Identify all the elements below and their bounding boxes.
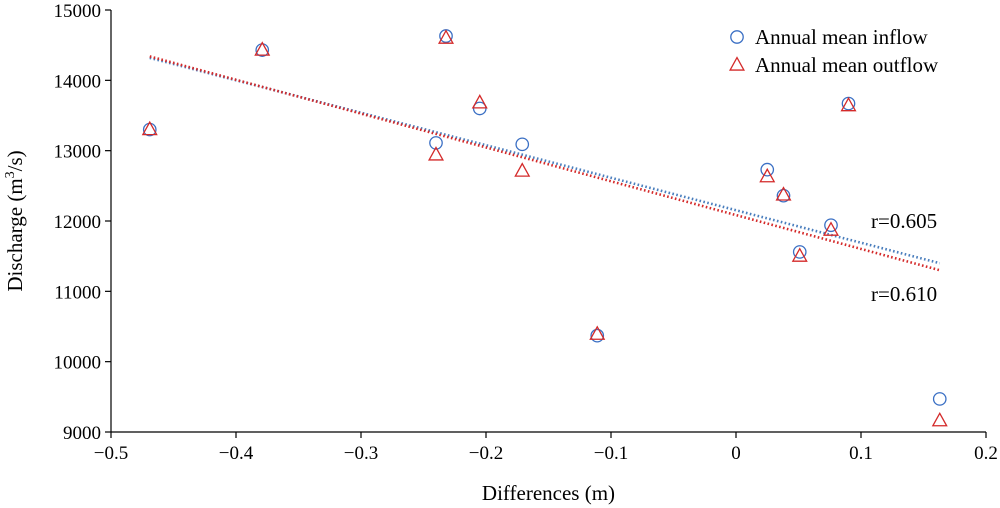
trend-line-outflow	[149, 55, 941, 272]
tick-marks: −0.5 −0.4 −0.3 −0.2 −0.1 0 0.1 0.2 9000 10000 1100…	[54, 1, 998, 464]
outflow-point	[759, 167, 776, 183]
y-axis-title: Discharge (m3/s)	[3, 150, 27, 291]
legend-label-inflow: Annual mean inflow	[755, 25, 928, 49]
legend-triangle-marker	[728, 56, 746, 71]
x-tick-label: −0.3	[344, 443, 378, 464]
y-axis-title-unit: /s)	[3, 150, 27, 171]
inflow-point	[429, 136, 443, 150]
legend: Annual mean inflow Annual mean outflow	[728, 25, 939, 77]
trend-lines	[149, 55, 941, 272]
inflow-point	[824, 218, 838, 233]
outflow-point	[775, 186, 792, 201]
y-axis-title-superscript: 3	[3, 171, 18, 178]
y-tick-label: 15000	[54, 1, 102, 22]
inflow-point	[760, 162, 775, 177]
outflow-point	[791, 247, 808, 262]
data-points	[141, 29, 948, 427]
x-tick-label: 0.2	[974, 443, 998, 464]
x-tick-label: 0.1	[849, 443, 873, 464]
y-axis-title-main: Discharge (m	[3, 178, 27, 291]
x-tick-label: −0.2	[469, 443, 503, 464]
y-tick-label: 9000	[63, 423, 101, 444]
y-tick-label: 14000	[54, 71, 102, 92]
y-tick-label: 11000	[54, 282, 101, 303]
legend-circle-marker	[730, 30, 744, 44]
inflow-point	[932, 392, 947, 406]
x-tick-label: −0.5	[94, 443, 128, 464]
outflow-point	[514, 162, 531, 177]
inflow-point	[792, 245, 807, 259]
outflow-point	[931, 411, 948, 427]
outflow-point	[471, 94, 488, 109]
outflow-point	[254, 41, 271, 56]
correlation-label-inflow: r=0.605	[871, 209, 937, 233]
outflow-point	[437, 29, 455, 44]
outflow-point	[840, 96, 857, 112]
inflow-point	[590, 328, 605, 343]
x-tick-label: −0.4	[219, 443, 254, 464]
x-axis-title: Differences (m)	[482, 481, 615, 505]
inflow-point	[515, 137, 530, 152]
outflow-point	[141, 120, 158, 136]
x-tick-label: 0	[731, 443, 741, 464]
outflow-point	[822, 221, 840, 236]
legend-item-outflow: Annual mean outflow	[728, 53, 939, 77]
outflow-point	[589, 325, 606, 340]
legend-item-inflow: Annual mean inflow	[730, 25, 928, 49]
y-tick-label: 10000	[54, 353, 102, 374]
legend-label-outflow: Annual mean outflow	[755, 53, 939, 77]
correlation-label-outflow: r=0.610	[871, 282, 937, 306]
x-tick-label: −0.1	[594, 443, 628, 464]
inflow-point	[776, 188, 791, 203]
trend-line-inflow	[149, 56, 941, 265]
y-tick-label: 12000	[54, 212, 102, 233]
y-tick-label: 13000	[54, 142, 102, 163]
outflow-point	[427, 146, 445, 161]
